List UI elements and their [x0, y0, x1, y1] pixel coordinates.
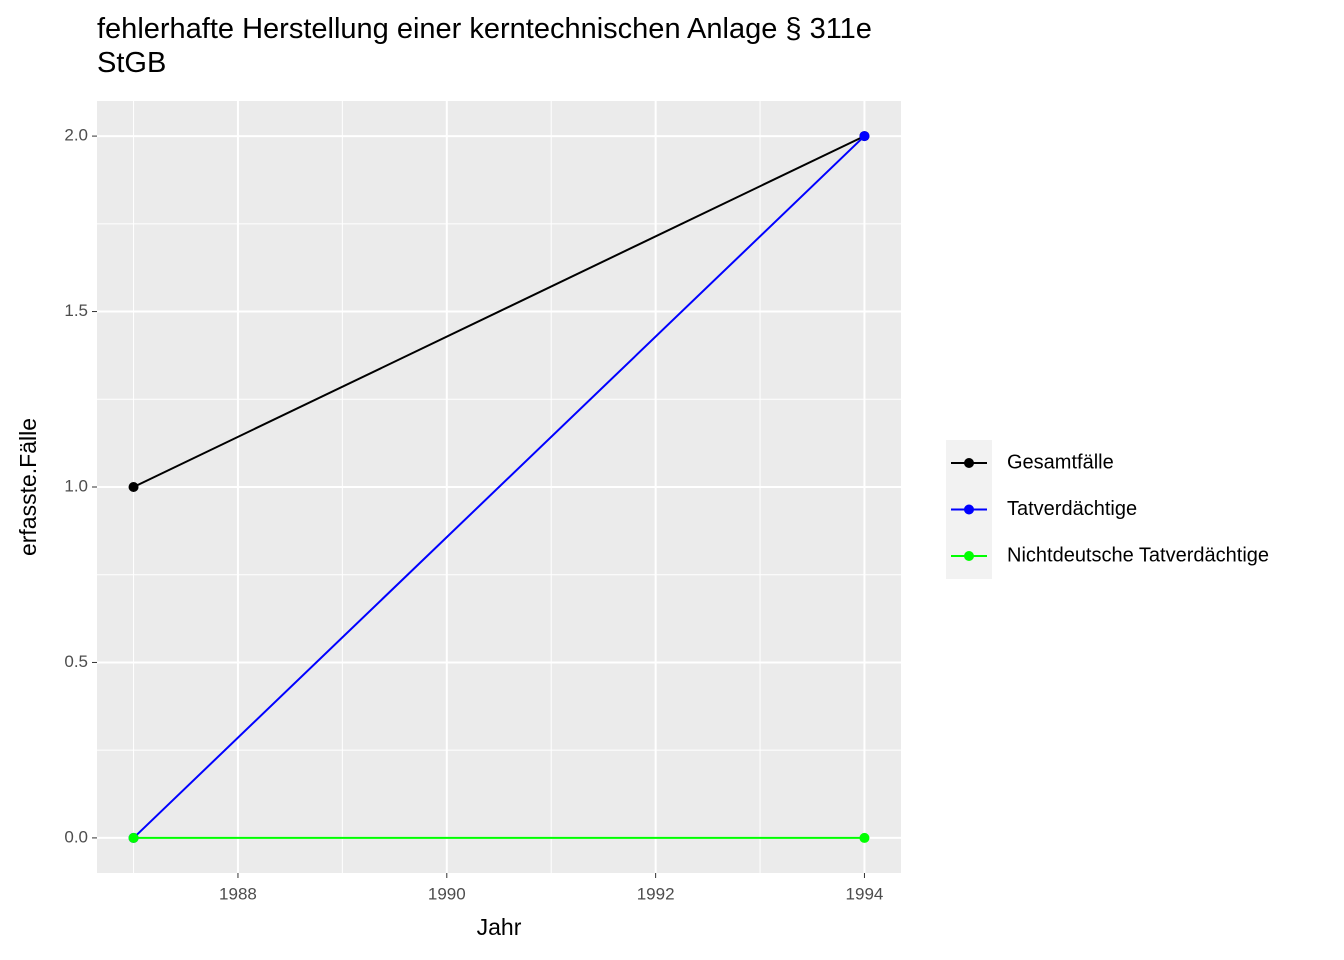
y-axis-title: erfasste.Fälle: [15, 418, 41, 556]
legend-key-point: [964, 504, 974, 515]
legend-label: Gesamtfälle: [1007, 451, 1114, 473]
chart-title: fehlerhafte Herstellung einer kerntechni…: [97, 13, 872, 79]
legend-key-point: [964, 551, 974, 561]
y-tick-label: 2.0: [64, 126, 88, 145]
legend-label: Nichtdeutsche Tatverdächtige: [1007, 544, 1269, 566]
series-line: [132, 135, 866, 839]
x-tick-label: 1990: [428, 884, 466, 903]
legend-label: Tatverdächtige: [1007, 498, 1137, 520]
data-point: [859, 832, 870, 843]
y-tick-label: 0.5: [64, 652, 88, 671]
x-tick-label: 1988: [219, 884, 257, 903]
data-point: [128, 832, 139, 843]
y-tick-label: 1.0: [64, 476, 88, 495]
y-tick-label: 1.5: [64, 301, 88, 320]
series-line: [133, 135, 865, 488]
data-point: [859, 131, 870, 142]
x-tick-label: 1992: [637, 884, 675, 903]
x-tick-label: 1994: [846, 884, 884, 903]
x-axis-title: Jahr: [477, 914, 522, 940]
y-tick-label: 0.0: [64, 827, 88, 846]
data-point: [128, 482, 139, 492]
legend-key-point: [964, 458, 974, 468]
